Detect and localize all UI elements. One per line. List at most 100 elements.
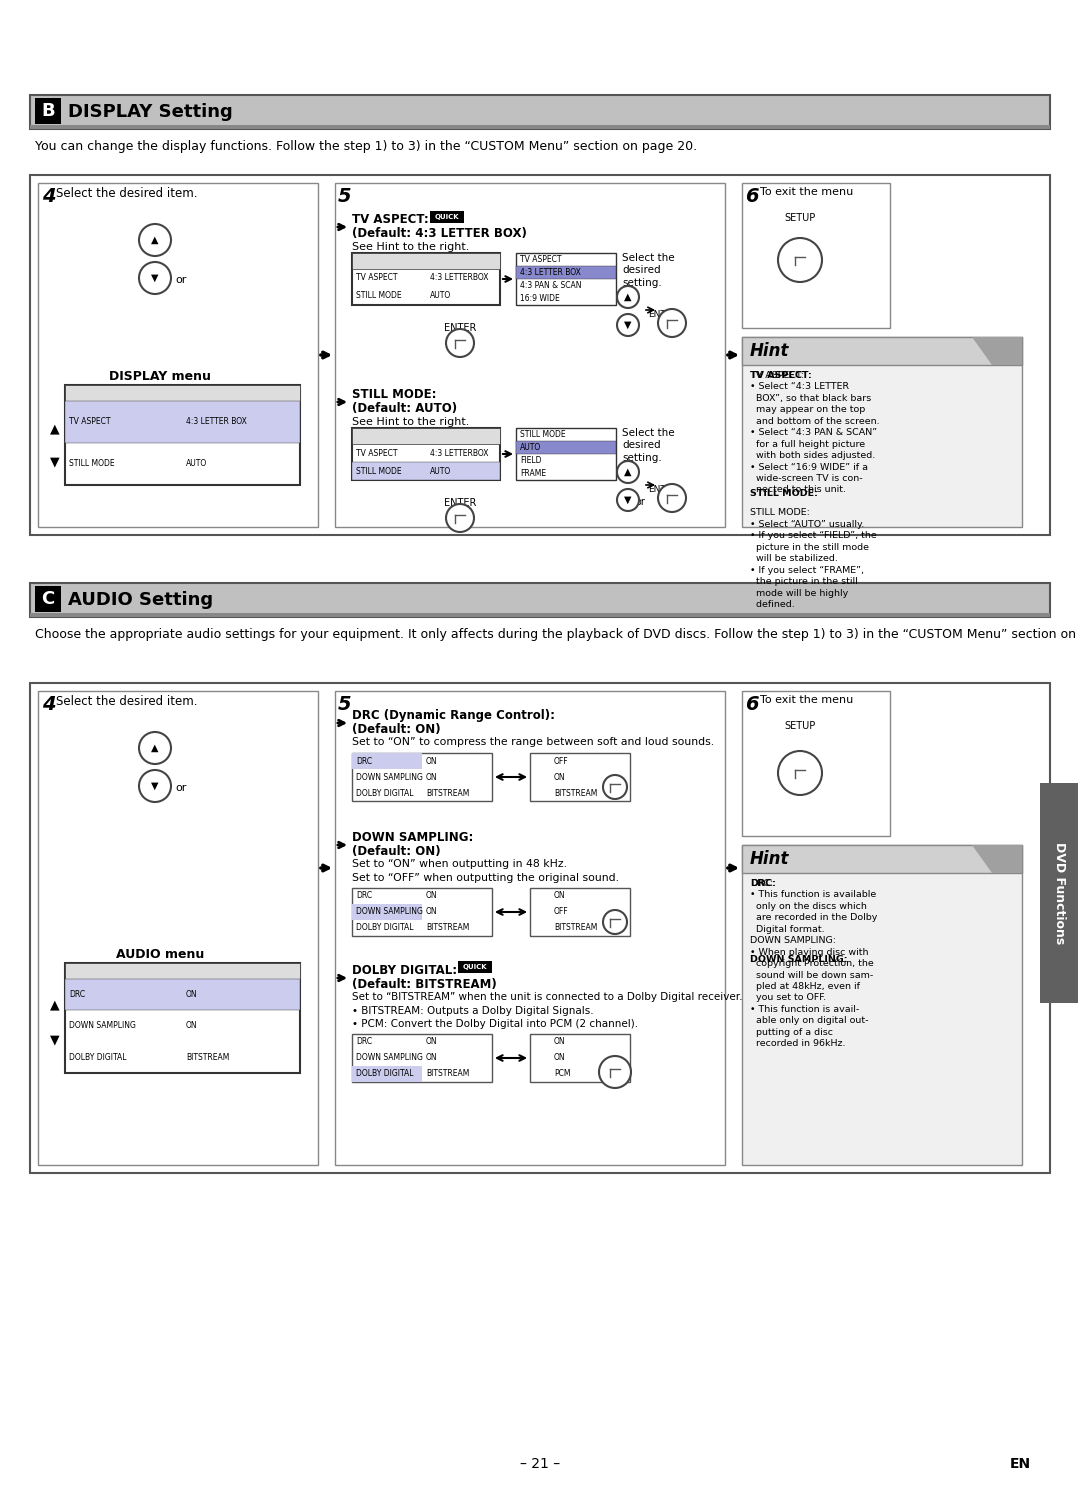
Text: Set to “BITSTREAM” when the unit is connected to a Dolby Digital receiver.: Set to “BITSTREAM” when the unit is conn… xyxy=(352,992,743,1002)
Text: Choose the appropriate audio settings for your equipment. It only affects during: Choose the appropriate audio settings fo… xyxy=(35,628,1080,641)
Text: TV ASPECT:: TV ASPECT: xyxy=(750,370,812,381)
Bar xyxy=(35,98,60,123)
Text: DOWN SAMPLING: DOWN SAMPLING xyxy=(356,773,423,782)
Text: FIELD: FIELD xyxy=(519,457,541,465)
Text: QUICK: QUICK xyxy=(462,964,487,970)
Text: DISPLAY menu: DISPLAY menu xyxy=(109,370,211,384)
Text: STILL MODE: STILL MODE xyxy=(356,291,402,300)
Text: BITSTREAM: BITSTREAM xyxy=(554,923,597,932)
Text: ON: ON xyxy=(426,773,437,782)
Text: DRC: DRC xyxy=(69,990,85,999)
Text: DRC: DRC xyxy=(356,1038,373,1047)
Bar xyxy=(352,253,500,269)
Circle shape xyxy=(599,1056,631,1088)
Bar xyxy=(30,583,1050,617)
Text: QUICK: QUICK xyxy=(434,214,459,220)
Text: or: or xyxy=(636,497,646,507)
Bar xyxy=(1040,784,1078,1004)
Text: STILL MODE: STILL MODE xyxy=(356,467,402,476)
Text: Hint: Hint xyxy=(750,851,789,868)
Text: DOLBY DIGITAL: DOLBY DIGITAL xyxy=(356,923,414,932)
Text: ENTER: ENTER xyxy=(648,485,677,494)
Bar xyxy=(516,428,616,480)
Text: ▼: ▼ xyxy=(624,495,632,506)
Circle shape xyxy=(617,489,639,512)
Text: Select the desired item.: Select the desired item. xyxy=(56,187,198,199)
Text: DRC: DRC xyxy=(356,757,373,766)
Text: Set to “ON” when outputting in 48 kHz.: Set to “ON” when outputting in 48 kHz. xyxy=(352,859,567,868)
Text: FRAME: FRAME xyxy=(519,468,546,477)
Text: ▼: ▼ xyxy=(50,455,59,468)
Text: EN: EN xyxy=(1010,1457,1031,1471)
Bar xyxy=(352,253,500,305)
Text: Set to “OFF” when outputting the original sound.: Set to “OFF” when outputting the origina… xyxy=(352,873,619,883)
Circle shape xyxy=(139,262,171,294)
Bar xyxy=(30,125,1050,129)
Bar xyxy=(742,183,890,329)
Text: ON: ON xyxy=(186,990,198,999)
Text: C: C xyxy=(41,590,55,608)
Text: AUDIO menu: AUDIO menu xyxy=(116,949,204,961)
Text: Select the desired item.: Select the desired item. xyxy=(56,694,198,708)
Bar xyxy=(352,904,422,920)
Circle shape xyxy=(603,775,627,799)
Bar xyxy=(352,428,500,480)
Circle shape xyxy=(658,483,686,512)
Text: ON: ON xyxy=(426,892,437,901)
Text: 4:3 LETTER BOX: 4:3 LETTER BOX xyxy=(186,418,247,427)
Text: TV ASPECT: TV ASPECT xyxy=(356,449,397,458)
Text: Select the
desired
setting.: Select the desired setting. xyxy=(622,253,675,288)
Circle shape xyxy=(446,504,474,532)
Text: ON: ON xyxy=(554,773,566,782)
Bar xyxy=(458,961,492,972)
Bar xyxy=(65,385,300,485)
Text: BITSTREAM: BITSTREAM xyxy=(186,1053,229,1062)
Text: (Default: ON): (Default: ON) xyxy=(352,723,441,736)
Bar xyxy=(516,442,616,454)
Text: ON: ON xyxy=(426,1053,437,1063)
Text: Set to “ON” to compress the range between soft and loud sounds.: Set to “ON” to compress the range betwee… xyxy=(352,738,714,746)
Text: AUTO: AUTO xyxy=(519,443,541,452)
Bar xyxy=(335,183,725,526)
Text: STILL MODE:: STILL MODE: xyxy=(750,489,818,498)
Text: (Default: ON): (Default: ON) xyxy=(352,845,441,858)
Text: DOWN SAMPLING: DOWN SAMPLING xyxy=(356,1053,423,1063)
Circle shape xyxy=(658,309,686,338)
Text: ON: ON xyxy=(554,1053,566,1063)
Text: 4: 4 xyxy=(42,187,56,207)
Bar xyxy=(530,888,630,935)
Bar xyxy=(352,1066,422,1083)
Text: ▲: ▲ xyxy=(151,744,159,752)
Text: or: or xyxy=(175,275,187,286)
Bar xyxy=(30,95,1050,129)
Text: 4:3 LETTER BOX: 4:3 LETTER BOX xyxy=(519,268,581,277)
Bar xyxy=(352,428,500,445)
Text: ▼: ▼ xyxy=(151,274,159,283)
Text: (Default: AUTO): (Default: AUTO) xyxy=(352,401,457,415)
Text: ENTER: ENTER xyxy=(585,767,615,776)
Bar xyxy=(430,211,464,223)
Circle shape xyxy=(139,732,171,764)
Text: B: B xyxy=(41,103,55,120)
Text: ▲: ▲ xyxy=(50,998,59,1011)
Text: PCM: PCM xyxy=(554,1069,570,1078)
Text: SETUP: SETUP xyxy=(784,721,815,732)
Text: (Default: BITSTREAM): (Default: BITSTREAM) xyxy=(352,978,497,990)
Text: • PCM: Convert the Dolby Digital into PCM (2 channel).: • PCM: Convert the Dolby Digital into PC… xyxy=(352,1019,638,1029)
Bar xyxy=(352,462,500,480)
Polygon shape xyxy=(972,845,1022,873)
Text: ON: ON xyxy=(554,1038,566,1047)
Circle shape xyxy=(603,910,627,934)
Text: DOWN SAMPLING:: DOWN SAMPLING: xyxy=(352,831,473,845)
Text: To exit the menu: To exit the menu xyxy=(760,187,853,196)
Text: ▲: ▲ xyxy=(624,467,632,477)
Text: Select the
desired
setting.: Select the desired setting. xyxy=(622,428,675,462)
Text: STILL MODE: STILL MODE xyxy=(69,459,114,468)
Text: 16:9 WIDE: 16:9 WIDE xyxy=(519,294,559,303)
Bar xyxy=(516,266,616,280)
Text: ▼: ▼ xyxy=(151,781,159,791)
Text: 4:3 PAN & SCAN: 4:3 PAN & SCAN xyxy=(519,281,581,290)
Text: ENTER: ENTER xyxy=(444,323,476,333)
Text: DOWN SAMPLING: DOWN SAMPLING xyxy=(69,1022,136,1030)
Bar xyxy=(30,175,1050,535)
